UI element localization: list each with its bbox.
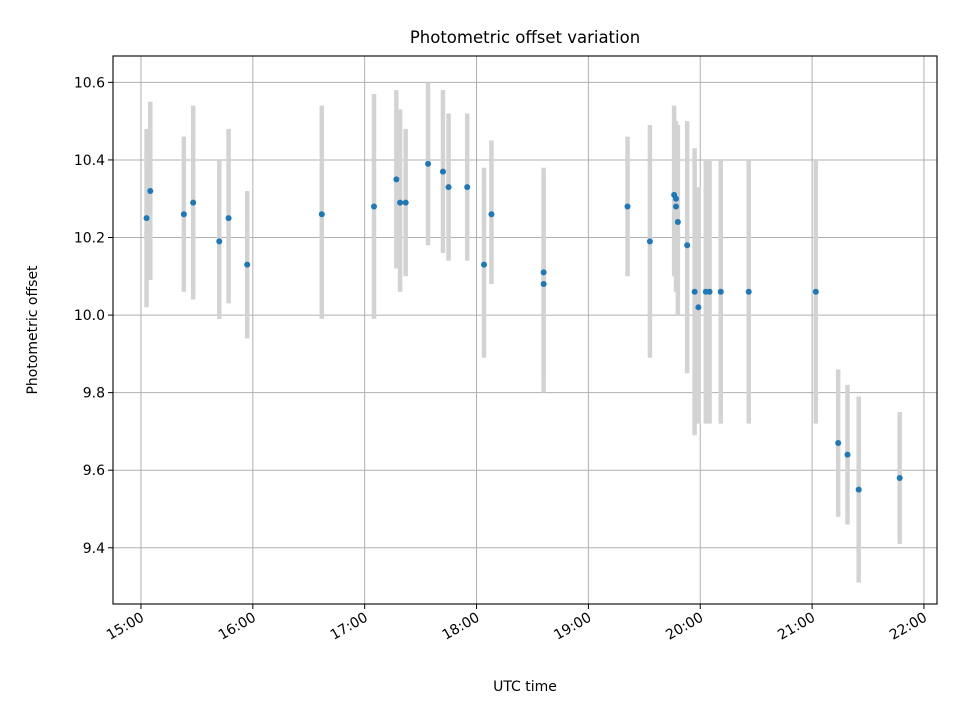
y-tick-label: 9.6: [83, 463, 105, 479]
data-point: [706, 288, 713, 295]
data-point: [397, 199, 404, 206]
data-point: [691, 288, 698, 295]
data-point: [402, 199, 409, 206]
data-point: [673, 195, 680, 202]
data-point: [855, 486, 862, 493]
data-point: [147, 187, 154, 194]
data-point: [695, 304, 702, 311]
y-tick-label: 9.4: [83, 541, 105, 557]
data-point: [540, 281, 547, 288]
data-point: [425, 160, 432, 167]
data-point: [190, 199, 197, 206]
data-point: [370, 203, 377, 210]
data-point: [896, 474, 903, 481]
data-point: [143, 215, 150, 222]
data-point: [439, 168, 446, 175]
data-point: [684, 242, 691, 249]
data-point: [318, 211, 325, 218]
data-point: [745, 288, 752, 295]
data-point: [244, 261, 251, 268]
data-point: [540, 269, 547, 276]
y-tick-label: 9.8: [83, 386, 105, 402]
data-point: [445, 184, 452, 191]
x-axis-label: UTC time: [493, 679, 557, 695]
y-axis-label: Photometric offset: [25, 265, 41, 395]
data-point: [180, 211, 187, 218]
chart-title: Photometric offset variation: [410, 28, 640, 47]
data-point: [673, 203, 680, 210]
data-point: [674, 218, 681, 225]
data-point: [835, 440, 842, 447]
data-point: [464, 184, 471, 191]
data-point: [844, 451, 851, 458]
data-point: [216, 238, 223, 245]
data-point: [646, 238, 653, 245]
y-tick-label: 10.6: [74, 75, 105, 91]
axes-frame: [112, 55, 938, 605]
y-tick-label: 10.2: [74, 231, 105, 247]
data-point: [480, 261, 487, 268]
data-point: [717, 288, 724, 295]
data-point: [624, 203, 631, 210]
data-point: [812, 288, 819, 295]
data-point: [225, 215, 232, 222]
y-tick-label: 10.4: [74, 153, 105, 169]
data-point: [488, 211, 495, 218]
y-tick-label: 10.0: [74, 308, 105, 324]
data-point: [393, 176, 400, 183]
